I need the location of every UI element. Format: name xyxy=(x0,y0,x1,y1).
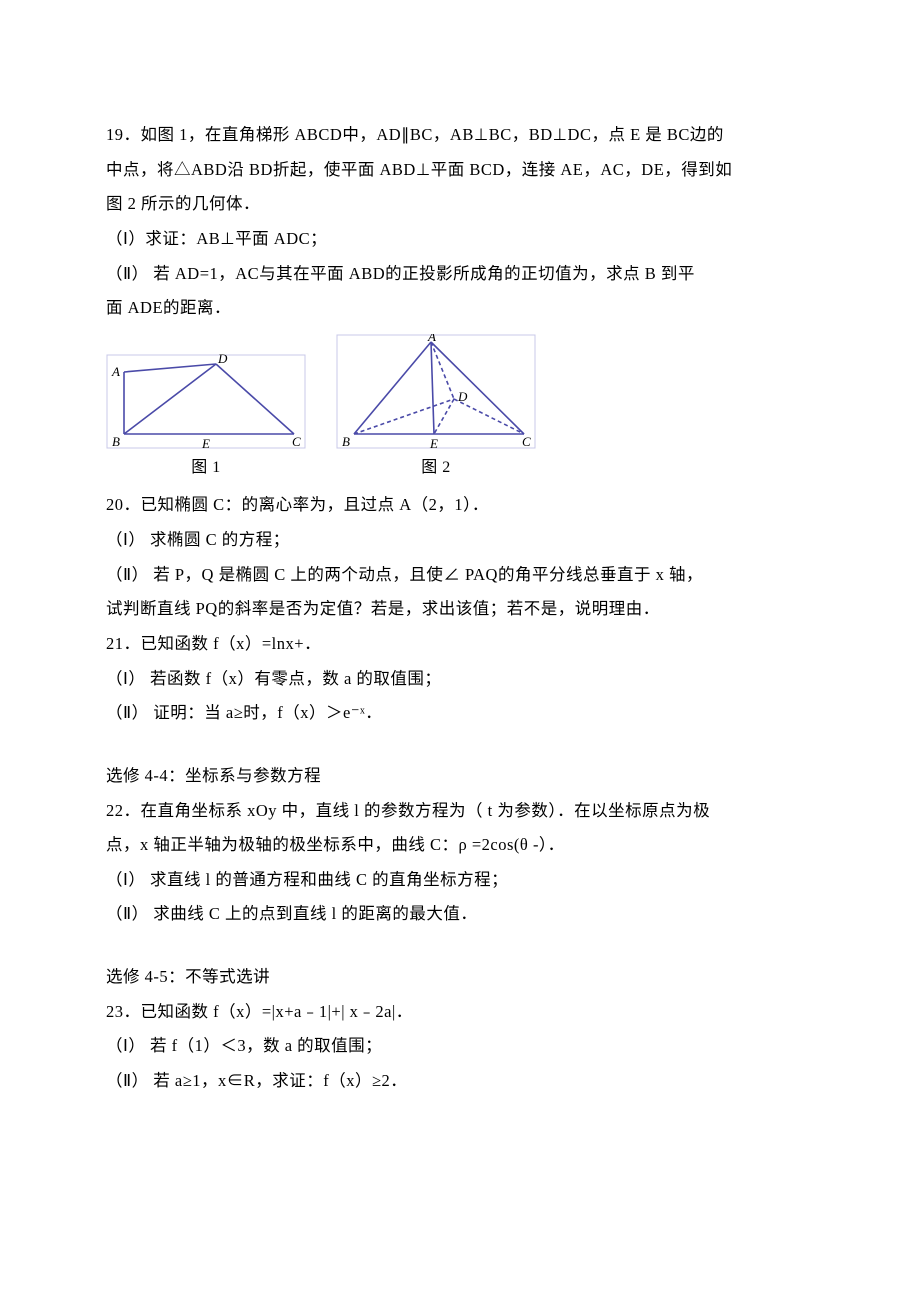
q21-part1: （Ⅰ） 若函数 f（x）有零点，数 a 的取值围； xyxy=(106,662,820,697)
figure-2-caption: 图 2 xyxy=(421,451,451,485)
q20-line1: 20．已知椭圆 C：的离心率为，且过点 A（2，1）． xyxy=(106,488,820,523)
q19-line2: 中点，将△ABD沿 BD折起，使平面 ABD⊥平面 BCD，连接 AE，AC，D… xyxy=(106,153,820,188)
svg-text:E: E xyxy=(429,436,438,449)
figure-1-caption: 图 1 xyxy=(191,451,221,485)
page: 19．如图 1，在直角梯形 ABCD中，AD∥BC，AB⊥BC，BD⊥DC，点 … xyxy=(0,0,920,1303)
q20-part2b: 试判断直线 PQ的斜率是否为定值？若是，求出该值；若不是，说明理由． xyxy=(106,592,820,627)
gap-2 xyxy=(106,932,820,960)
q22-line1: 22．在直角坐标系 xOy 中，直线 l 的参数方程为（ t 为参数）．在以坐标… xyxy=(106,794,820,829)
q23-part2: （Ⅱ） 若 a≥1，x∈R，求证：f（x）≥2． xyxy=(106,1064,820,1099)
figure-1-svg: A D B E C xyxy=(106,354,306,449)
figure-2: A B E C D 图 2 xyxy=(336,334,536,485)
q22-part2: （Ⅱ） 求曲线 C 上的点到直线 l 的距离的最大值． xyxy=(106,897,820,932)
gap-1 xyxy=(106,731,820,759)
svg-text:A: A xyxy=(111,364,120,379)
svg-text:D: D xyxy=(457,389,468,404)
q19-part2b: 面 ADE的距离． xyxy=(106,291,820,326)
q21-line1: 21．已知函数 f（x）=lnx+． xyxy=(106,627,820,662)
q20-part2a: （Ⅱ） 若 P，Q 是椭圆 C 上的两个动点，且使∠ PAQ的角平分线总垂直于 … xyxy=(106,558,820,593)
q22-line2: 点，x 轴正半轴为极轴的极坐标系中，曲线 C：ρ =2cos(θ -）． xyxy=(106,828,820,863)
q20-part1: （Ⅰ） 求椭圆 C 的方程； xyxy=(106,523,820,558)
q23-part1: （Ⅰ） 若 f（1）＜3，数 a 的取值围； xyxy=(106,1029,820,1064)
svg-text:B: B xyxy=(112,434,120,449)
figure-1: A D B E C 图 1 xyxy=(106,354,306,485)
sec44-title: 选修 4-4：坐标系与参数方程 xyxy=(106,759,820,794)
q19-line1: 19．如图 1，在直角梯形 ABCD中，AD∥BC，AB⊥BC，BD⊥DC，点 … xyxy=(106,118,820,153)
q19-part2a: （Ⅱ） 若 AD=1，AC与其在平面 ABD的正投影所成角的正切值为，求点 B … xyxy=(106,257,820,292)
q23-line1: 23．已知函数 f（x）=|x+a﹣1|+| x﹣2a|． xyxy=(106,995,820,1030)
svg-text:A: A xyxy=(427,334,436,344)
svg-text:D: D xyxy=(217,354,228,366)
svg-text:C: C xyxy=(292,434,301,449)
svg-text:E: E xyxy=(201,436,210,449)
svg-text:C: C xyxy=(522,434,531,449)
q22-part1: （Ⅰ） 求直线 l 的普通方程和曲线 C 的直角坐标方程； xyxy=(106,863,820,898)
q19-part1: （Ⅰ）求证：AB⊥平面 ADC； xyxy=(106,222,820,257)
q19-line3: 图 2 所示的几何体． xyxy=(106,187,820,222)
sec45-title: 选修 4-5：不等式选讲 xyxy=(106,960,820,995)
svg-text:B: B xyxy=(342,434,350,449)
figure-2-svg: A B E C D xyxy=(336,334,536,449)
q19-figures: A D B E C 图 1 A B E C D 图 2 xyxy=(106,334,820,485)
q21-part2: （Ⅱ） 证明：当 a≥时，f（x）＞e⁻ˣ． xyxy=(106,696,820,731)
